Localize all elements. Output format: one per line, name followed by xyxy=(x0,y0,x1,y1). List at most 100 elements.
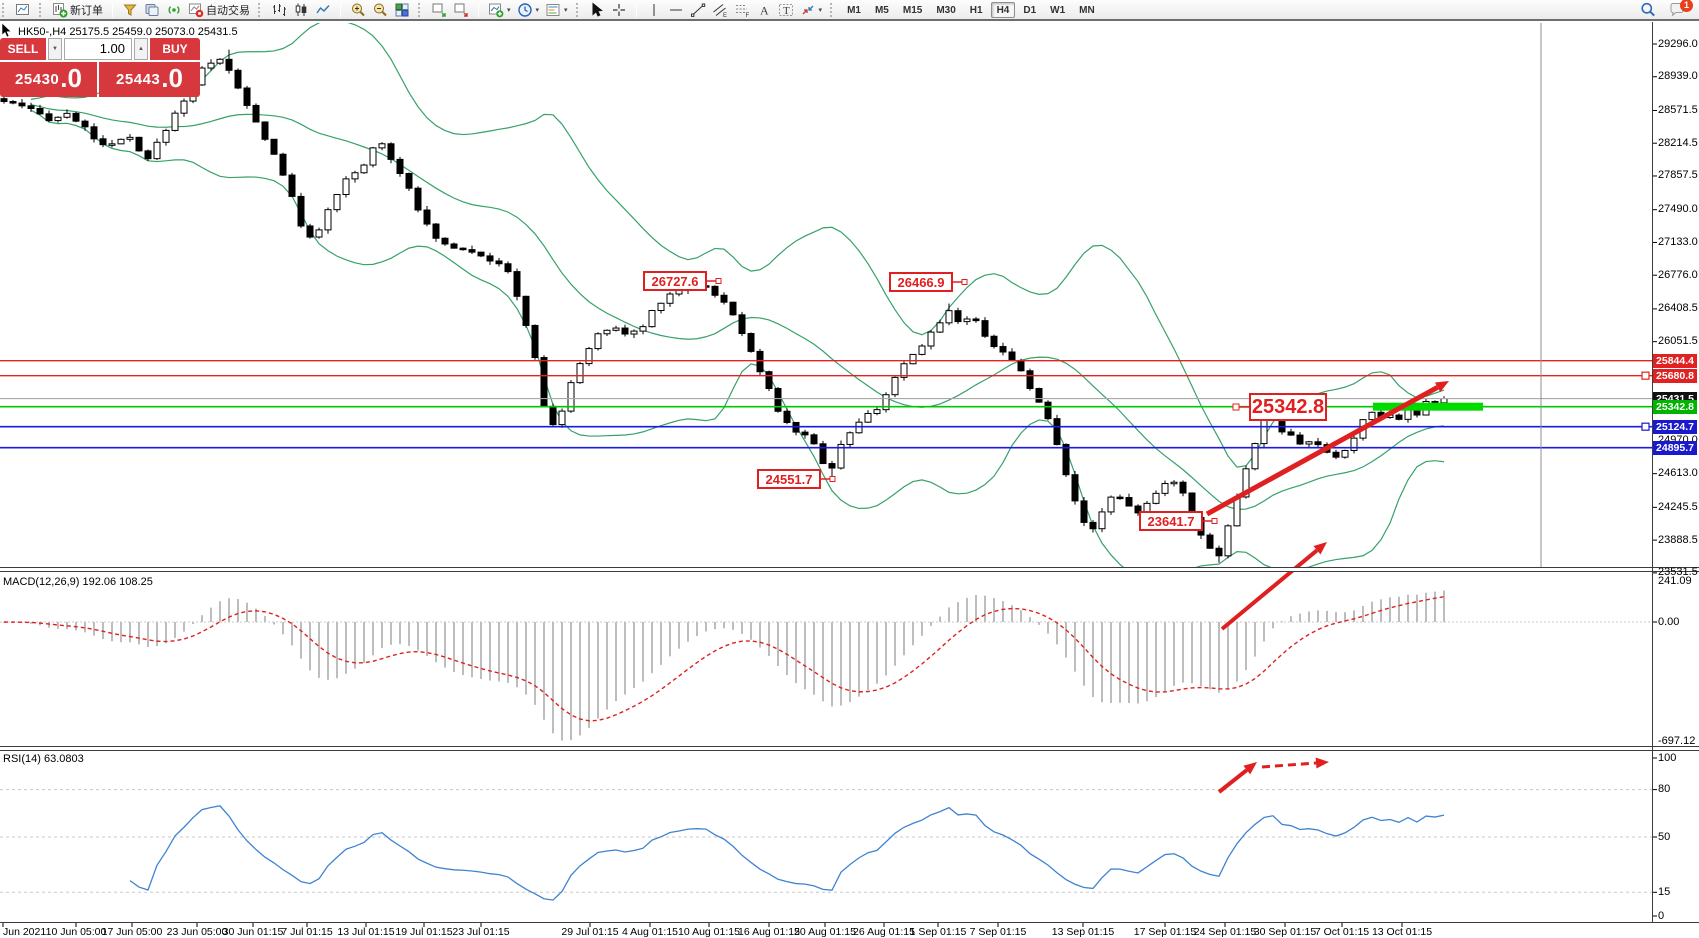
crosshair-tool-button[interactable] xyxy=(608,1,630,19)
price-badge: 24895.7 xyxy=(1653,440,1697,455)
macd-histogram-bar xyxy=(399,622,401,645)
timeframe-d1-button[interactable]: D1 xyxy=(1023,4,1037,16)
toolbar-grip[interactable] xyxy=(39,2,44,17)
sell-price[interactable]: 25430 .0 xyxy=(0,62,97,97)
chat-icon[interactable]: 1 xyxy=(1669,0,1693,19)
buy-button[interactable]: BUY xyxy=(150,38,200,60)
time-axis-label: 17 Jun 05:00 xyxy=(101,926,163,938)
macd-pane[interactable] xyxy=(0,590,1652,741)
timeframe-m15-button[interactable]: M15 xyxy=(902,4,923,16)
macd-histogram-bar xyxy=(894,622,896,666)
macd-histogram-bar xyxy=(975,595,977,622)
trendline-tool-button[interactable] xyxy=(687,1,709,19)
strategy-tester-button[interactable] xyxy=(163,1,185,19)
line-selection-handle[interactable] xyxy=(1641,422,1650,431)
candlestick xyxy=(216,58,224,64)
label-tool-button[interactable]: T xyxy=(775,1,797,19)
trend-arrow-object[interactable] xyxy=(1217,768,1249,794)
text-tool-button[interactable]: A xyxy=(753,1,775,19)
macd-histogram-bar xyxy=(228,598,230,622)
svg-text:F: F xyxy=(745,13,749,18)
toolbar-grip[interactable] xyxy=(575,2,581,17)
macd-histogram-bar xyxy=(1110,622,1112,704)
volume-increase-button[interactable]: ▲ xyxy=(134,38,148,60)
sell-button[interactable]: SELL xyxy=(0,38,46,60)
dropdown-caret-icon[interactable]: ▾ xyxy=(564,6,568,14)
auto-arrange-button[interactable] xyxy=(428,1,450,19)
bar-chart-button[interactable] xyxy=(268,1,290,19)
zoom-out-button[interactable] xyxy=(369,1,391,19)
new-chart-button[interactable]: ▾ xyxy=(485,1,514,19)
toolbar-grip[interactable] xyxy=(830,2,835,17)
volume-input[interactable]: 1.00 xyxy=(64,38,132,60)
price-badge: 25342.8 xyxy=(1653,399,1697,414)
toolbar-grip[interactable] xyxy=(2,2,7,17)
dropdown-caret-icon[interactable]: ▾ xyxy=(507,6,511,14)
timeframe-h4-button[interactable]: H4 xyxy=(990,1,1016,18)
macd-rsi-separator[interactable] xyxy=(0,746,1699,751)
candlestick xyxy=(558,410,566,426)
vertical-line-tool-button[interactable] xyxy=(643,1,665,19)
horizontal-line-tool-button[interactable] xyxy=(665,1,687,19)
volume-decrease-button[interactable]: ▼ xyxy=(48,38,62,60)
chart-window-icon[interactable] xyxy=(12,1,34,19)
timeframe-h1-button[interactable]: H1 xyxy=(969,4,983,16)
tile-windows-button[interactable] xyxy=(391,1,413,19)
price-callout-label[interactable]: 24551.7 xyxy=(757,469,821,489)
toolbar-grip[interactable] xyxy=(418,2,423,17)
channel-tool-button[interactable]: E xyxy=(709,1,731,19)
trend-arrow-object[interactable] xyxy=(1205,385,1439,517)
macd-histogram-bar xyxy=(1371,601,1373,622)
price-callout-label[interactable]: 25342.8 xyxy=(1249,393,1327,421)
line-chart-button[interactable] xyxy=(312,1,334,19)
price-callout-label[interactable]: 23641.7 xyxy=(1139,511,1203,531)
autotrading-button[interactable]: 自动交易 xyxy=(185,1,253,19)
data-window-button[interactable] xyxy=(141,1,163,19)
price-callout-label[interactable]: 26727.6 xyxy=(643,271,707,291)
macd-histogram-bar xyxy=(1020,610,1022,622)
candlestick xyxy=(468,249,476,253)
line-selection-handle[interactable] xyxy=(1641,371,1650,380)
cursor-tool-button[interactable] xyxy=(586,1,608,19)
dropdown-caret-icon[interactable]: ▾ xyxy=(535,6,540,14)
macd-histogram-bar xyxy=(579,622,581,736)
candlestick xyxy=(1170,481,1178,485)
candlestick xyxy=(27,105,35,110)
rsi-pane[interactable] xyxy=(0,789,1652,901)
macd-histogram-bar xyxy=(705,622,707,632)
toolbar-grip[interactable] xyxy=(258,2,263,17)
macd-histogram-bar xyxy=(1011,605,1013,622)
buy-price[interactable]: 25443 .0 xyxy=(99,62,200,97)
timeframe-w1-button[interactable]: W1 xyxy=(1050,4,1066,16)
templates-button[interactable]: ▾ xyxy=(542,1,571,19)
candlestick xyxy=(1080,500,1088,523)
macd-histogram-bar xyxy=(1272,622,1274,629)
candlestick-chart-button[interactable] xyxy=(290,1,312,19)
trend-arrow-object[interactable] xyxy=(1261,761,1317,769)
candlestick xyxy=(873,409,881,414)
track-chart-button[interactable] xyxy=(450,1,472,19)
macd-histogram-bar xyxy=(1254,622,1256,657)
search-icon[interactable] xyxy=(1637,1,1659,19)
fibonacci-tool-button[interactable]: F xyxy=(731,1,753,19)
green-highlight-band-object[interactable] xyxy=(1373,402,1483,411)
timeframe-m5-button[interactable]: M5 xyxy=(874,4,889,16)
market-watch-button[interactable] xyxy=(119,1,141,19)
main-pane[interactable] xyxy=(0,21,1448,583)
new-order-button[interactable]: 新订单 xyxy=(49,1,106,19)
trend-arrow-object[interactable] xyxy=(1220,548,1319,631)
candlestick xyxy=(891,376,899,396)
timeframe-mn-button[interactable]: MN xyxy=(1079,4,1095,16)
dropdown-caret-icon[interactable]: ▾ xyxy=(818,6,823,14)
main-macd-separator[interactable] xyxy=(0,567,1699,572)
timeframe-m1-button[interactable]: M1 xyxy=(847,4,861,16)
zoom-in-button[interactable] xyxy=(347,1,369,19)
macd-histogram-bar xyxy=(273,622,275,625)
candlestick xyxy=(288,174,296,197)
timeframe-m30-button[interactable]: M30 xyxy=(936,4,956,16)
arrows-tool-button[interactable]: ▾ xyxy=(797,1,826,19)
periods-button[interactable]: ▾ xyxy=(514,1,543,19)
candlestick xyxy=(522,295,530,326)
price-callout-label[interactable]: 26466.9 xyxy=(889,272,953,292)
